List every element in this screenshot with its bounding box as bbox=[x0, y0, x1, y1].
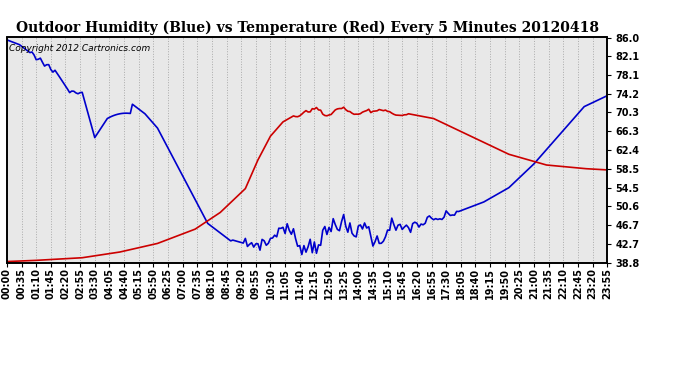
Title: Outdoor Humidity (Blue) vs Temperature (Red) Every 5 Minutes 20120418: Outdoor Humidity (Blue) vs Temperature (… bbox=[16, 21, 598, 35]
Text: Copyright 2012 Cartronics.com: Copyright 2012 Cartronics.com bbox=[9, 44, 150, 53]
